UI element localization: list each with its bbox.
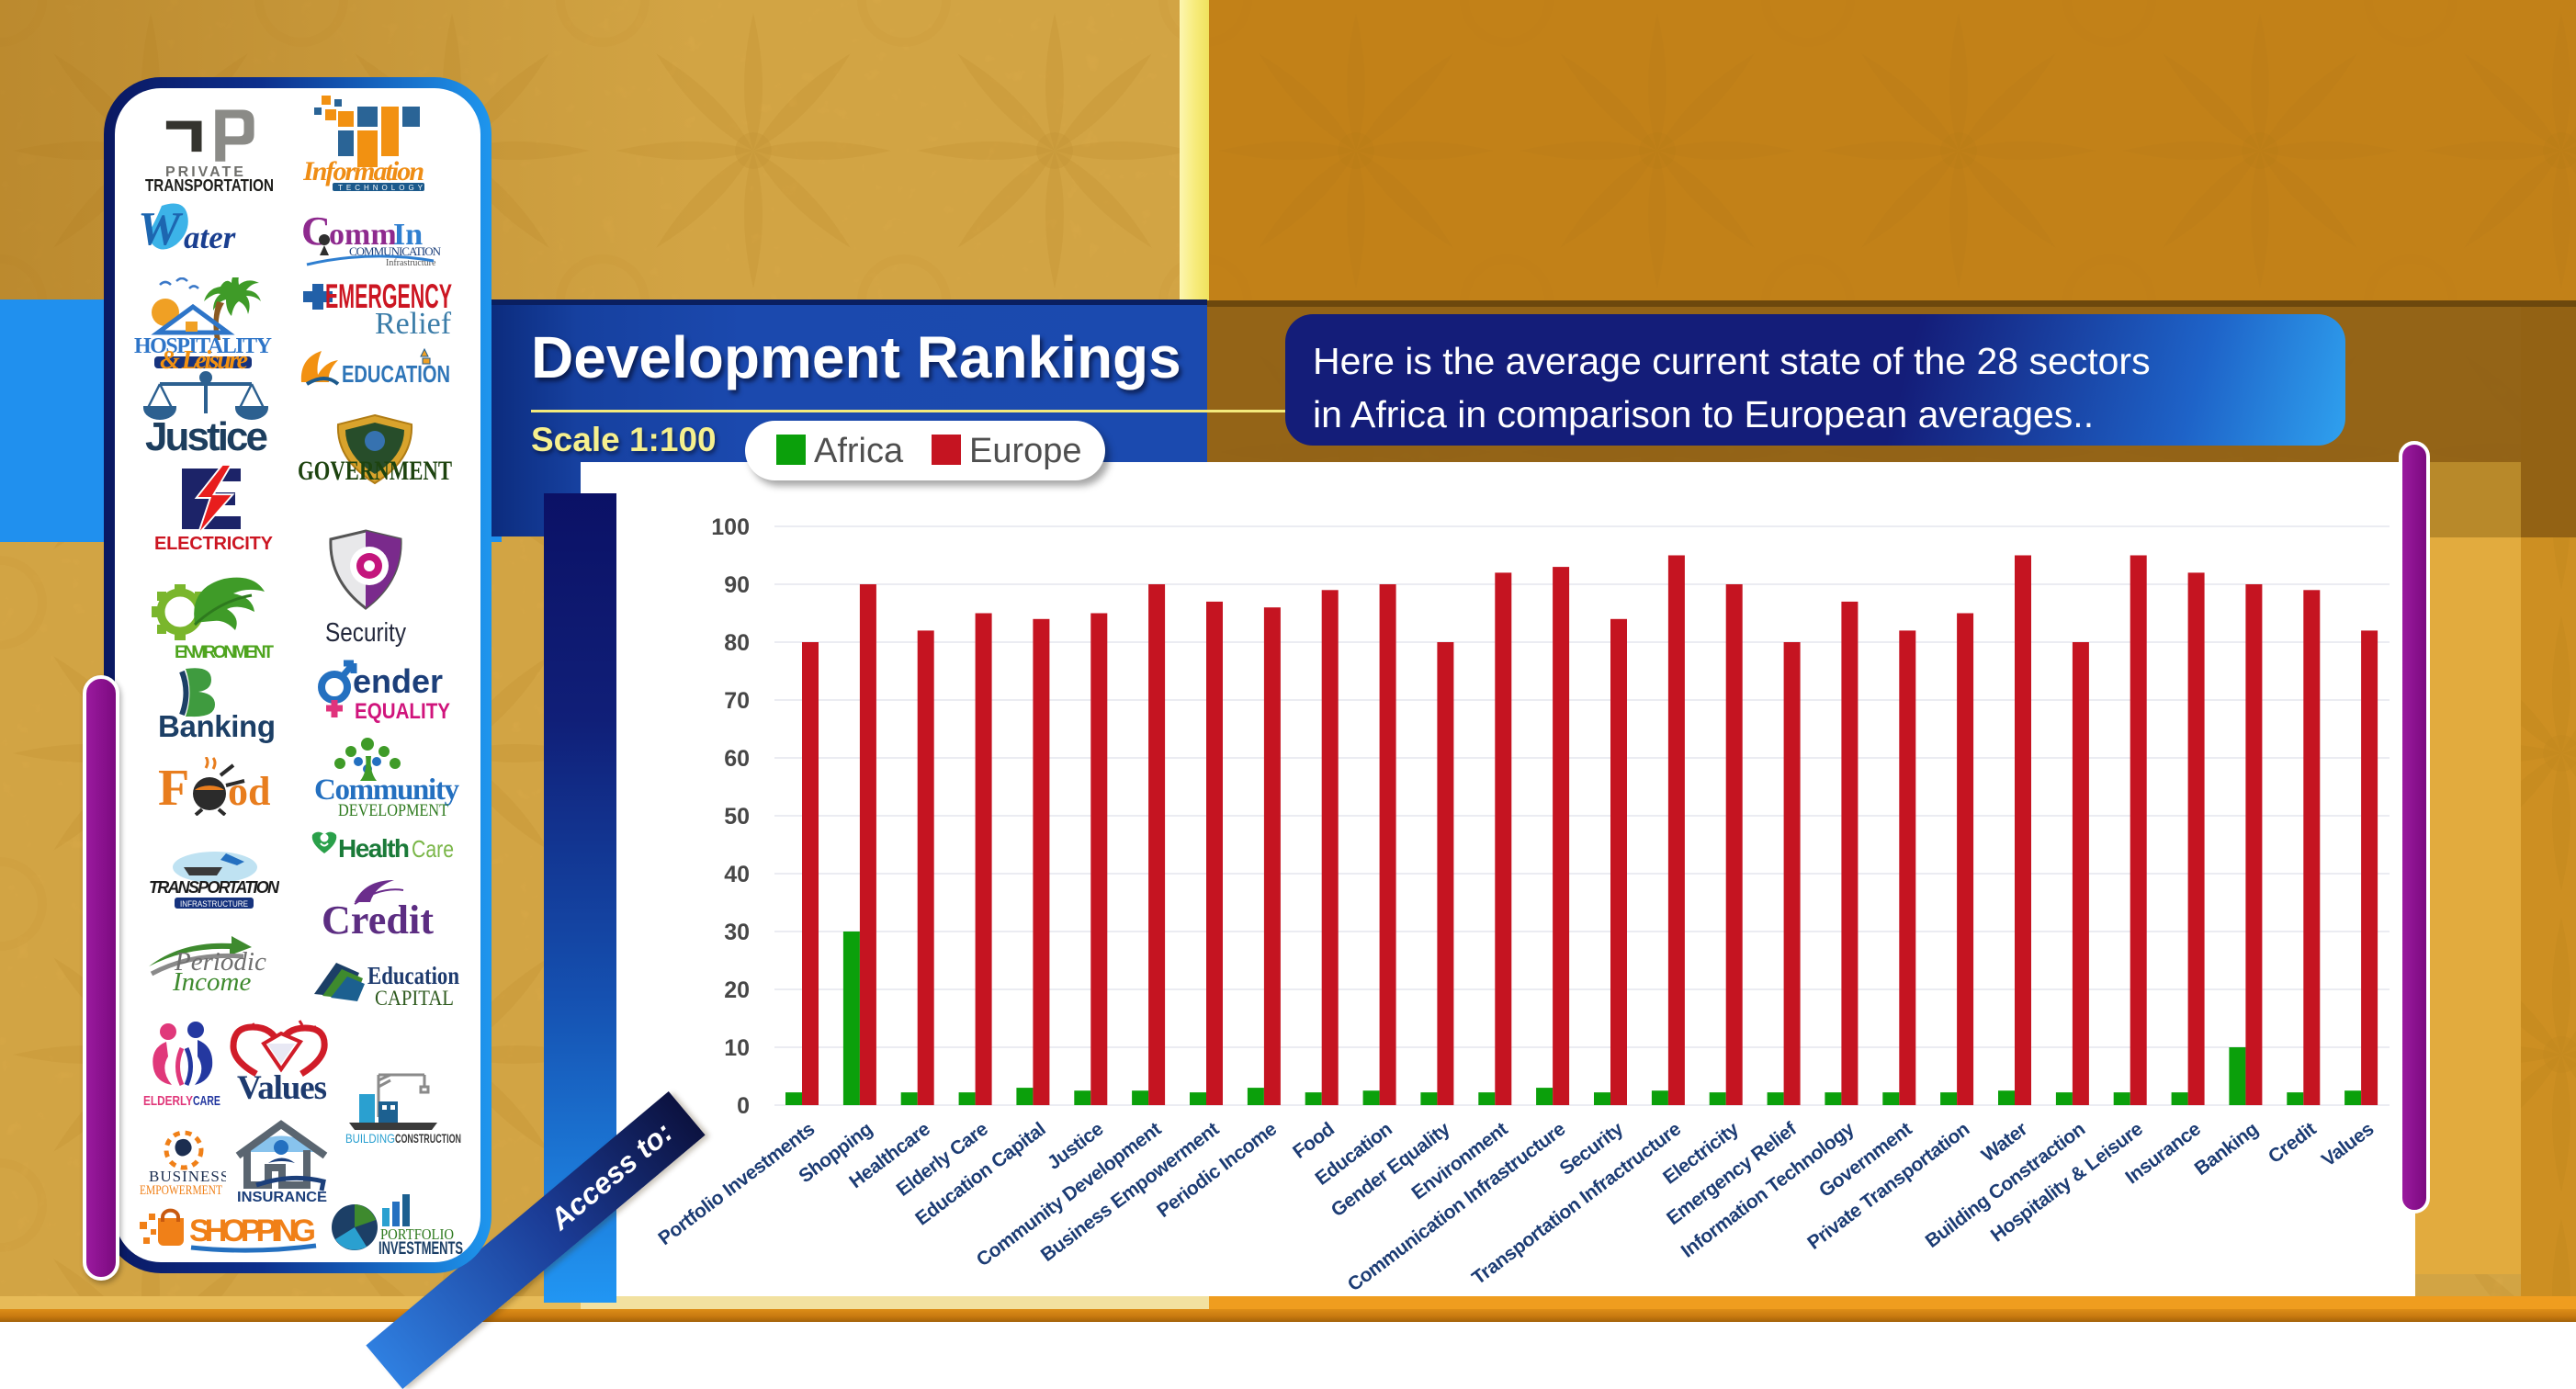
svg-text:ELDERLY: ELDERLY [143, 1093, 193, 1109]
svg-text:DEVELOPMENT: DEVELOPMENT [338, 801, 448, 819]
svg-text:COMMUNICATION: COMMUNICATION [349, 244, 442, 258]
svg-text:Care: Care [412, 835, 454, 863]
svg-text:ater: ater [184, 220, 236, 255]
svg-text:EMERGENCY: EMERGENCY [325, 277, 452, 315]
svg-text:Education: Education [367, 962, 459, 989]
svg-text:50: 50 [724, 804, 750, 830]
svg-text:BUSINESS: BUSINESS [149, 1168, 226, 1185]
svg-text:SHOPPING: SHOPPING [189, 1214, 316, 1248]
svg-text:& Leisure: & Leisure [160, 346, 248, 369]
svg-text:TECHNOLOGY: TECHNOLOGY [338, 184, 424, 191]
svg-text:Income: Income [172, 967, 251, 992]
svg-text:Health: Health [338, 834, 410, 863]
svg-text:0: 0 [737, 1093, 750, 1119]
svg-text:Transportation Infractructure: Transportation Infractructure [1468, 1119, 1685, 1290]
svg-text:INFRASTRUCTURE: INFRASTRUCTURE [180, 899, 248, 909]
svg-text:BUILDING: BUILDING [345, 1131, 395, 1145]
svg-text:Banking: Banking [2191, 1119, 2263, 1180]
svg-text:GOVERNMENT: GOVERNMENT [298, 456, 452, 486]
svg-text:HOSPITALITY: HOSPITALITY [134, 334, 272, 358]
svg-text:40: 40 [724, 862, 750, 887]
svg-text:Infrastructure: Infrastructure [386, 258, 436, 268]
svg-text:PRIVATE: PRIVATE [165, 164, 246, 180]
svg-text:Values: Values [237, 1069, 327, 1102]
svg-text:Banking: Banking [158, 709, 276, 743]
svg-text:Security: Security [325, 618, 406, 647]
svg-text:ender: ender [353, 662, 443, 700]
svg-text:Relief: Relief [375, 307, 452, 338]
svg-text:PORTFOLIO: PORTFOLIO [380, 1225, 454, 1243]
svg-text:F: F [158, 760, 189, 816]
svg-text:Credit: Credit [2265, 1118, 2321, 1168]
svg-text:60: 60 [724, 746, 750, 772]
svg-text:100: 100 [711, 514, 750, 540]
svg-text:Justice: Justice [145, 414, 268, 454]
svg-text:omm: omm [329, 218, 397, 252]
svg-text:W: W [138, 203, 184, 255]
svg-text:90: 90 [724, 572, 750, 598]
svg-text:CAPITAL: CAPITAL [375, 987, 454, 1010]
svg-text:In: In [393, 218, 423, 252]
svg-text:20: 20 [724, 977, 750, 1003]
svg-text:30: 30 [724, 920, 750, 945]
svg-text:TRANSPORTATION: TRANSPORTATION [149, 878, 279, 897]
svg-text:70: 70 [724, 688, 750, 714]
svg-text:od: od [228, 769, 270, 814]
svg-text:CARE: CARE [193, 1093, 220, 1109]
svg-text:10: 10 [724, 1035, 750, 1061]
svg-text:CONSTRUCTION: CONSTRUCTION [395, 1131, 461, 1145]
svg-text:C: C [301, 209, 331, 254]
svg-text:INVESTMENTS: INVESTMENTS [378, 1239, 463, 1255]
svg-text:80: 80 [724, 630, 750, 656]
svg-text:ELECTRICITY: ELECTRICITY [154, 534, 274, 551]
svg-text:Credit: Credit [322, 898, 434, 939]
svg-text:Values: Values [2318, 1119, 2378, 1171]
svg-text:Food: Food [1289, 1119, 1339, 1163]
svg-text:EDUCATION: EDUCATION [342, 360, 450, 388]
svg-text:Community: Community [314, 774, 460, 807]
svg-text:TRANSPORTATION: TRANSPORTATION [145, 176, 274, 193]
svg-text:ENVIRONMENT: ENVIRONMENT [175, 643, 274, 662]
svg-text:INSURANCE: INSURANCE [237, 1190, 327, 1203]
svg-text:EQUALITY: EQUALITY [355, 699, 450, 724]
svg-text:Information: Information [303, 156, 424, 186]
svg-text:Periodic: Periodic [174, 947, 266, 977]
svg-text:EMPOWERMENT: EMPOWERMENT [140, 1183, 222, 1194]
